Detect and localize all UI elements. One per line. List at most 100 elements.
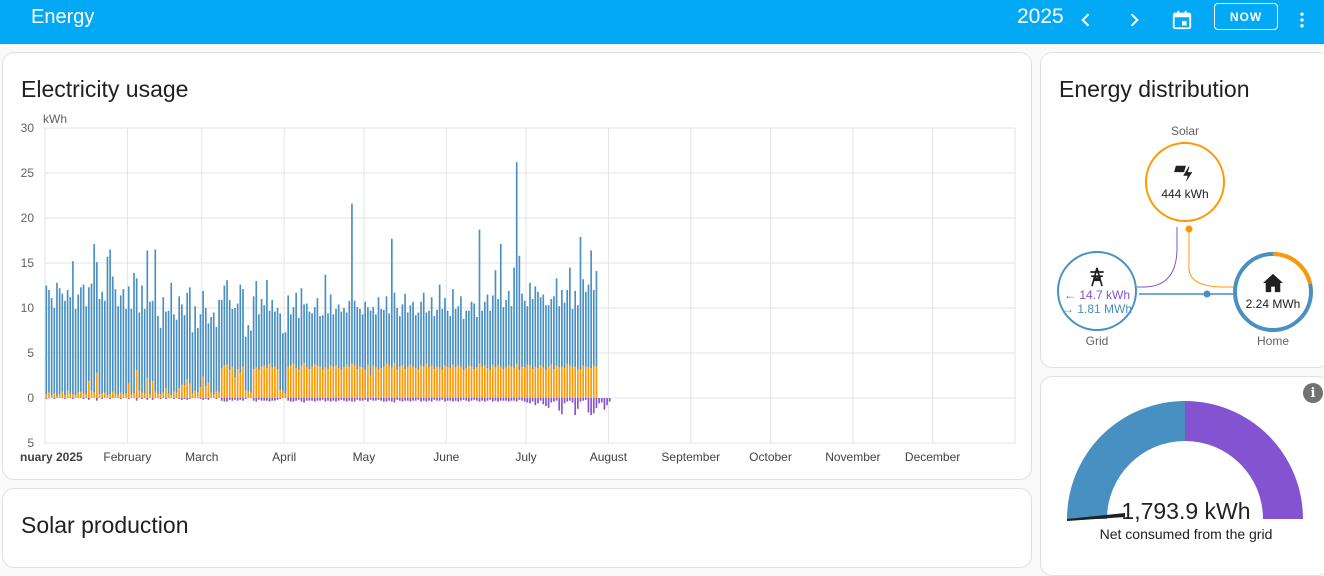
bar-solar xyxy=(555,365,558,398)
date-picker-button[interactable] xyxy=(1168,6,1196,34)
home-node[interactable]: 2.24 MWh xyxy=(1237,256,1309,328)
bar-returned xyxy=(558,398,561,411)
bar-returned xyxy=(425,398,428,402)
bar-solar xyxy=(119,392,122,398)
now-button[interactable]: NOW xyxy=(1214,3,1278,30)
bar-solar xyxy=(502,369,505,398)
bar-solar xyxy=(207,382,210,398)
overflow-menu-button[interactable] xyxy=(1288,6,1316,34)
bar-grid-consumption xyxy=(58,288,61,395)
bar-solar xyxy=(106,395,109,398)
bar-solar xyxy=(191,393,194,398)
bar-grid-consumption xyxy=(183,315,186,386)
bar-solar xyxy=(518,370,521,398)
bar-returned xyxy=(481,398,483,401)
electricity-usage-chart[interactable]: 30 25 20 15 10 5 0 5 kWh nuary 2025 February March A… xyxy=(3,53,1032,480)
bar-solar xyxy=(396,370,398,398)
next-period-button[interactable] xyxy=(1120,6,1148,34)
bar-grid-consumption xyxy=(468,310,470,366)
bar-returned xyxy=(329,398,332,402)
x-tick-label: October xyxy=(749,450,792,464)
bar-solar xyxy=(574,366,577,398)
bar-solar xyxy=(98,394,101,398)
bar-returned xyxy=(606,398,608,406)
bar-returned xyxy=(547,398,550,408)
bar-solar xyxy=(175,392,178,398)
bar-solar xyxy=(417,370,420,398)
bar-grid-consumption xyxy=(327,313,329,370)
bar-returned xyxy=(550,398,553,403)
bar-grid-consumption xyxy=(266,280,268,369)
bar-grid-consumption xyxy=(577,305,579,370)
y-tick-label: 30 xyxy=(21,121,35,135)
bar-returned xyxy=(521,398,523,401)
bar-grid-consumption xyxy=(324,274,327,368)
bar-solar xyxy=(165,388,167,398)
x-tick-label: nuary 2025 xyxy=(20,450,83,464)
bar-returned xyxy=(151,398,154,400)
card-title: Electricity usage xyxy=(21,76,189,102)
bar-returned xyxy=(526,398,529,403)
bar-returned xyxy=(364,398,367,400)
bar-grid-consumption xyxy=(114,289,117,394)
bar-returned xyxy=(420,398,422,402)
bar-returned xyxy=(598,398,600,404)
bar-solar xyxy=(295,368,297,398)
bar-grid-consumption xyxy=(545,305,547,371)
bar-grid-consumption xyxy=(308,311,311,370)
solar-node[interactable]: 444 kWh xyxy=(1145,142,1225,222)
bar-grid-consumption xyxy=(417,312,420,371)
grid-node[interactable]: ← 14.7 kWh → 1.81 MWh xyxy=(1057,251,1137,331)
bar-grid-consumption xyxy=(319,316,321,367)
bar-solar xyxy=(561,366,563,398)
bar-returned xyxy=(486,398,489,401)
bar-grid-consumption xyxy=(218,299,220,393)
bar-grid-consumption xyxy=(433,316,436,370)
bar-solar xyxy=(343,367,345,398)
bar-grid-consumption xyxy=(189,287,191,384)
bar-grid-consumption xyxy=(66,290,69,391)
bar-solar xyxy=(577,369,579,398)
bar-grid-consumption xyxy=(510,306,513,367)
bar-grid-consumption xyxy=(311,313,313,367)
bar-grid-consumption xyxy=(191,332,194,394)
bar-grid-consumption xyxy=(72,261,74,395)
previous-period-button[interactable] xyxy=(1072,6,1100,34)
bar-grid-consumption xyxy=(271,299,274,368)
bar-grid-consumption xyxy=(202,290,204,377)
bar-grid-consumption xyxy=(313,307,316,365)
bar-grid-consumption xyxy=(88,287,90,381)
bar-solar xyxy=(369,375,372,398)
bar-grid-consumption xyxy=(406,312,409,368)
bar-solar xyxy=(361,367,364,398)
bar-solar xyxy=(45,394,48,398)
bar-solar xyxy=(122,394,125,398)
bar-grid-consumption xyxy=(502,307,505,370)
bar-grid-consumption xyxy=(401,304,404,366)
bar-solar xyxy=(239,372,242,398)
bar-returned xyxy=(518,398,521,400)
bar-solar xyxy=(542,367,545,398)
x-tick-label: May xyxy=(353,450,376,464)
x-tick-label: March xyxy=(185,450,218,464)
bar-grid-consumption xyxy=(356,307,359,370)
bar-grid-consumption xyxy=(566,290,569,364)
bar-grid-consumption xyxy=(138,312,141,391)
x-tick-label: December xyxy=(905,450,960,464)
distribution-flows xyxy=(1137,225,1235,298)
bar-returned xyxy=(223,398,226,402)
bar-returned xyxy=(220,398,223,401)
bar-returned xyxy=(460,398,462,401)
grid-return-value: → 1.81 MWh xyxy=(1061,302,1133,316)
bar-grid-consumption xyxy=(367,307,369,365)
bar-solar xyxy=(433,369,436,398)
bar-solar xyxy=(101,393,103,398)
bar-grid-consumption xyxy=(207,323,210,383)
bar-solar xyxy=(244,389,247,398)
bar-returned xyxy=(127,398,130,399)
info-icon[interactable]: i xyxy=(1303,383,1323,403)
bar-returned xyxy=(409,398,412,402)
bar-solar xyxy=(438,367,441,398)
bar-solar xyxy=(90,390,93,398)
bar-grid-consumption xyxy=(547,305,550,367)
